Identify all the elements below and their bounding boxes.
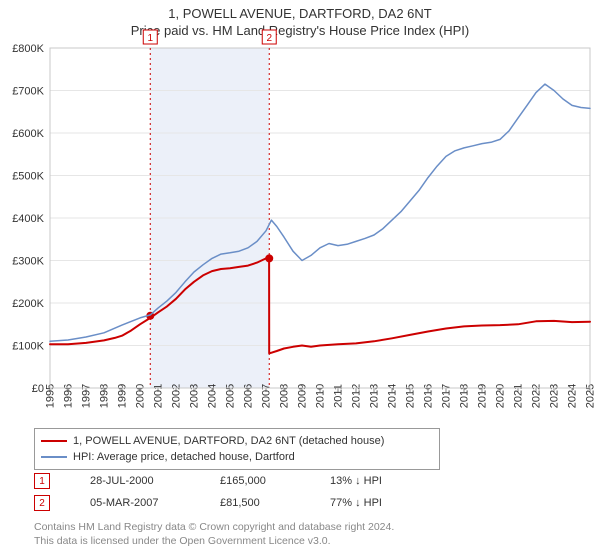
svg-text:2005: 2005 <box>225 384 237 408</box>
sale-change: 13% ↓ HPI <box>330 475 460 487</box>
svg-text:2003: 2003 <box>189 384 201 408</box>
sale-change: 77% ↓ HPI <box>330 497 460 509</box>
footer-line-1: Contains HM Land Registry data © Crown c… <box>34 520 574 534</box>
svg-text:£0: £0 <box>32 383 44 395</box>
svg-text:2008: 2008 <box>279 384 291 408</box>
svg-text:£700K: £700K <box>12 86 44 98</box>
svg-text:2012: 2012 <box>351 384 363 408</box>
svg-text:2010: 2010 <box>315 384 327 408</box>
legend-label: HPI: Average price, detached house, Dart… <box>73 449 295 465</box>
svg-text:1999: 1999 <box>117 384 129 408</box>
sales-table: 1 28-JUL-2000 £165,000 13% ↓ HPI 2 05-MA… <box>34 470 460 514</box>
legend-item-hpi: HPI: Average price, detached house, Dart… <box>41 449 433 465</box>
svg-text:1996: 1996 <box>63 384 75 408</box>
legend-item-property: 1, POWELL AVENUE, DARTFORD, DA2 6NT (det… <box>41 433 433 449</box>
sale-marker-badge: 1 <box>34 473 50 489</box>
svg-text:£800K: £800K <box>12 43 44 55</box>
chart-legend: 1, POWELL AVENUE, DARTFORD, DA2 6NT (det… <box>34 428 440 470</box>
svg-text:2014: 2014 <box>387 384 399 408</box>
svg-text:£500K: £500K <box>12 171 44 183</box>
svg-text:£200K: £200K <box>12 298 44 310</box>
svg-text:2024: 2024 <box>567 384 579 408</box>
sale-price: £81,500 <box>220 497 330 509</box>
price-chart: £0£100K£200K£300K£400K£500K£600K£700K£80… <box>50 48 590 388</box>
svg-text:2023: 2023 <box>549 384 561 408</box>
svg-text:2013: 2013 <box>369 384 381 408</box>
svg-text:2018: 2018 <box>459 384 471 408</box>
sale-row: 2 05-MAR-2007 £81,500 77% ↓ HPI <box>34 492 460 514</box>
svg-text:2020: 2020 <box>495 384 507 408</box>
svg-text:2: 2 <box>266 33 272 44</box>
svg-text:1995: 1995 <box>45 384 57 408</box>
sale-row: 1 28-JUL-2000 £165,000 13% ↓ HPI <box>34 470 460 492</box>
svg-text:2021: 2021 <box>513 384 525 408</box>
svg-text:2002: 2002 <box>171 384 183 408</box>
svg-text:2016: 2016 <box>423 384 435 408</box>
svg-text:£400K: £400K <box>12 213 44 225</box>
svg-text:2022: 2022 <box>531 384 543 408</box>
svg-text:2007: 2007 <box>261 384 273 408</box>
svg-text:2004: 2004 <box>207 384 219 408</box>
sale-date: 05-MAR-2007 <box>90 497 220 509</box>
sale-price: £165,000 <box>220 475 330 487</box>
footer-attribution: Contains HM Land Registry data © Crown c… <box>34 520 574 548</box>
svg-text:£600K: £600K <box>12 128 44 140</box>
svg-text:2009: 2009 <box>297 384 309 408</box>
svg-text:2006: 2006 <box>243 384 255 408</box>
page-title-line-1: 1, POWELL AVENUE, DARTFORD, DA2 6NT <box>0 0 600 23</box>
svg-text:2001: 2001 <box>153 384 165 408</box>
footer-line-2: This data is licensed under the Open Gov… <box>34 534 574 548</box>
svg-text:1998: 1998 <box>99 384 111 408</box>
sale-date: 28-JUL-2000 <box>90 475 220 487</box>
legend-label: 1, POWELL AVENUE, DARTFORD, DA2 6NT (det… <box>73 433 384 449</box>
svg-text:2017: 2017 <box>441 384 453 408</box>
svg-text:£100K: £100K <box>12 341 44 353</box>
svg-text:2019: 2019 <box>477 384 489 408</box>
svg-text:2015: 2015 <box>405 384 417 408</box>
svg-text:2000: 2000 <box>135 384 147 408</box>
sale-marker-badge: 2 <box>34 495 50 511</box>
svg-text:£300K: £300K <box>12 256 44 268</box>
svg-text:1: 1 <box>147 33 153 44</box>
svg-text:1997: 1997 <box>81 384 93 408</box>
